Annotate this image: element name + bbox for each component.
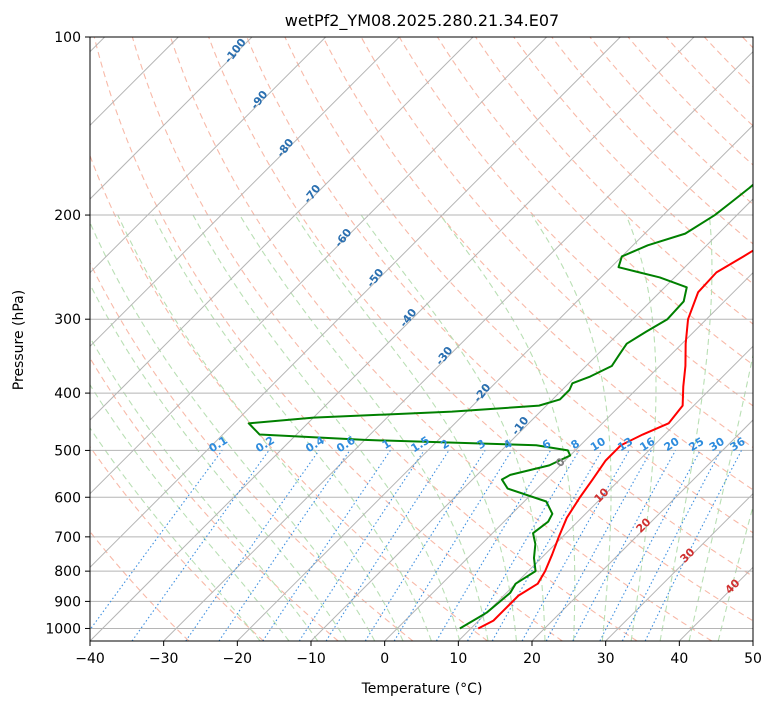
- moist-adiabat-line: [439, 214, 576, 641]
- isotherm-line: [605, 492, 753, 641]
- y-tick-label: 900: [54, 594, 81, 610]
- moist-adiabat-line: [360, 214, 546, 641]
- x-tick-label: −10: [296, 651, 326, 667]
- y-axis-ticks: 100 200 300 400 500 600 700 800 900 1000: [45, 30, 90, 637]
- moist-adiabat-line: [90, 283, 347, 641]
- isotherm-line: [90, 37, 253, 200]
- x-tick-label: −30: [149, 651, 179, 667]
- moist-adiabat-line: [117, 214, 404, 641]
- mixing-ratio-line: [545, 450, 652, 641]
- mixing-ratio-line: [298, 450, 425, 641]
- moist-adiabat-line: [90, 336, 319, 641]
- isotherm-line: [457, 345, 753, 641]
- chart-title: wetPf2_YM08.2025.280.21.34.E07: [285, 11, 559, 31]
- moist-adiabat-line: [192, 214, 461, 641]
- isotherm-line: [310, 198, 753, 641]
- x-tick-label: 40: [670, 651, 688, 667]
- dry-adiabat-line: [169, 37, 713, 641]
- isotherm-line: [236, 124, 753, 641]
- mixing-ratio-line: [644, 450, 742, 641]
- x-axis-ticks: −40 −30 −20 −10 0 10 20 30 40 50: [75, 641, 762, 667]
- y-tick-label: 400: [54, 386, 81, 402]
- moist-adiabat-line: [90, 383, 290, 641]
- isotherm-line: [90, 37, 621, 569]
- moist-adiabat-line: [90, 221, 376, 641]
- isotherm-line: [90, 37, 400, 348]
- dry-adiabat-line: [90, 357, 339, 641]
- moist-adiabat-line: [152, 214, 432, 641]
- dry-adiabat-line: [284, 37, 753, 534]
- mixing-ratio-line: [218, 450, 351, 641]
- mixing-ratio-line: [262, 450, 391, 641]
- dewpoint-profile-line: [247, 183, 753, 630]
- isotherm-line: [90, 37, 327, 274]
- y-tick-label: 700: [54, 530, 81, 546]
- x-tick-label: 30: [597, 651, 615, 667]
- x-tick-label: 50: [744, 651, 762, 667]
- y-tick-label: 100: [54, 30, 81, 46]
- mixing-ratio-line: [90, 450, 223, 631]
- moist-adiabat-line: [531, 214, 612, 641]
- y-tick-label: 300: [54, 312, 81, 328]
- x-tick-label: −40: [75, 651, 105, 667]
- dry-adiabat-line: [475, 37, 753, 325]
- moist-adiabat-line: [659, 215, 713, 641]
- plot-background: [90, 37, 753, 641]
- isotherm-line: [90, 37, 548, 495]
- moist-adiabat-line: [90, 427, 261, 641]
- mixing-ratio-line: [393, 450, 513, 641]
- dry-adiabat-line: [513, 37, 753, 285]
- x-tick-label: 10: [449, 651, 467, 667]
- dry-adiabat-line: [90, 445, 264, 641]
- x-tick-label: 0: [380, 651, 389, 667]
- y-axis-label: Pressure (hPa): [11, 290, 27, 390]
- isotherm-line: [163, 50, 753, 641]
- isotherm-line: [90, 37, 474, 421]
- mixing-ratio-line: [572, 450, 677, 641]
- dry-adiabat-line: [208, 37, 753, 622]
- isotherm-line: [90, 37, 695, 641]
- y-tick-label: 1000: [45, 621, 81, 637]
- grid-lines: [90, 37, 753, 641]
- y-tick-label: 200: [54, 208, 81, 224]
- x-axis-label: Temperature (°C): [361, 681, 483, 697]
- temperature-profile-line: [477, 249, 753, 630]
- dry-adiabat-line: [246, 37, 753, 578]
- dry-adiabat-line: [90, 261, 414, 641]
- y-tick-label: 500: [54, 443, 81, 459]
- moist-adiabat-line: [625, 214, 657, 641]
- y-tick-label: 800: [54, 564, 81, 580]
- mixing-ratio-line: [185, 450, 320, 641]
- isotherm-line: [531, 419, 753, 641]
- mixing-ratio-line: [521, 450, 630, 641]
- y-tick-label: 600: [54, 490, 81, 506]
- profile-series: [247, 183, 753, 630]
- mixing-ratio-line: [131, 450, 270, 641]
- plot-frame: [89, 36, 754, 642]
- x-tick-label: −20: [223, 651, 253, 667]
- isotherm-line: [752, 640, 753, 641]
- mixing-ratio-line: [621, 450, 722, 641]
- x-tick-label: 20: [523, 651, 541, 667]
- mixing-ratio-line: [325, 450, 450, 641]
- dry-adiabat-line: [322, 37, 753, 491]
